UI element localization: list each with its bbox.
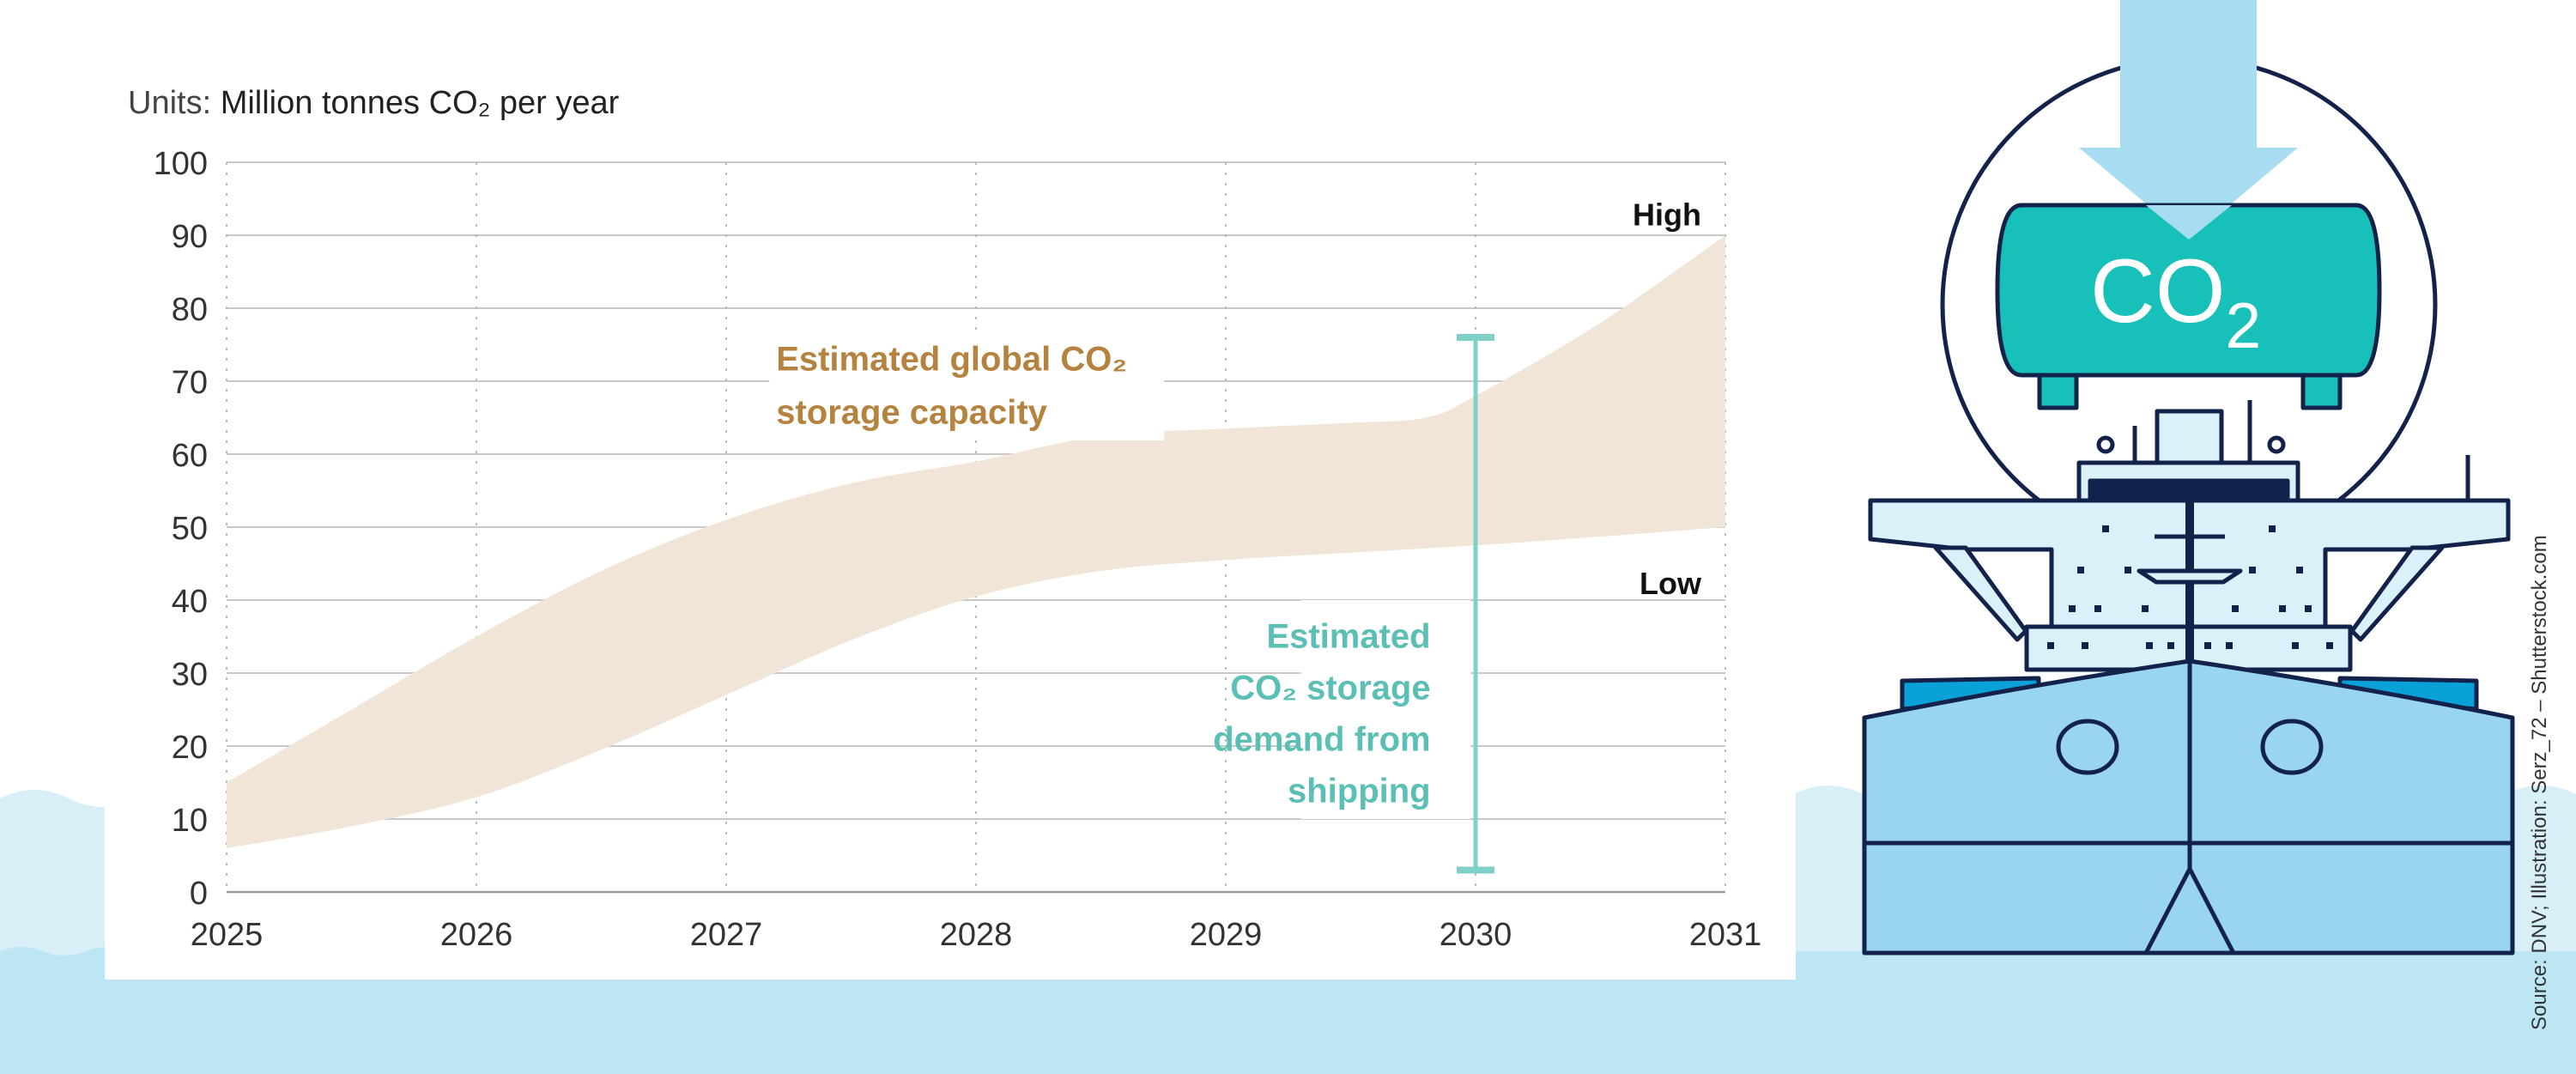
anchor-icon — [2260, 719, 2324, 775]
co2-tank — [1995, 203, 2382, 378]
y-tick-label: 40 — [172, 584, 208, 620]
capacity-label: Estimated global CO₂ — [776, 340, 1127, 378]
y-tick-label: 60 — [172, 438, 208, 474]
demand-label: CO₂ storage — [1230, 669, 1430, 707]
x-tick-label: 2027 — [690, 917, 763, 953]
demand-label: shipping — [1288, 772, 1431, 810]
ship-illustration — [1862, 0, 2515, 956]
lamp-icon — [2267, 435, 2286, 454]
x-tick-label: 2028 — [940, 917, 1013, 953]
y-tick-label: 10 — [172, 803, 208, 839]
units-label: Units: Million tonnes CO₂ per year — [128, 85, 620, 121]
arrow-down-icon — [2079, 0, 2298, 240]
portholes — [2047, 525, 2333, 649]
tank-label: CO2 — [2090, 241, 2261, 361]
x-tick-label: 2030 — [1440, 917, 1512, 953]
x-tick-label: 2031 — [1689, 917, 1762, 953]
y-tick-label: 0 — [190, 876, 208, 912]
tank-foot — [2300, 373, 2343, 410]
low-label: Low — [1640, 566, 1702, 601]
tank-foot — [2037, 373, 2079, 410]
demand-label: demand from — [1213, 720, 1430, 758]
source-credit: Source: DNV; Illustration: Serz_72 – Shu… — [2528, 535, 2551, 1030]
high-label: High — [1633, 197, 1701, 233]
y-tick-label: 90 — [172, 219, 208, 255]
y-tick-label: 30 — [172, 657, 208, 693]
anchor-icon — [2056, 719, 2119, 775]
funnel — [2155, 409, 2224, 465]
x-tick-label: 2025 — [191, 917, 264, 953]
demand-label: Estimated — [1266, 617, 1430, 655]
arrow-tip — [2146, 205, 2232, 240]
y-tick-label: 70 — [172, 365, 208, 401]
label-background — [1300, 600, 1471, 819]
y-tick-label: 80 — [172, 292, 208, 328]
capacity-band — [227, 235, 1725, 848]
y-tick-label: 50 — [172, 511, 208, 547]
x-tick-label: 2029 — [1190, 917, 1263, 953]
capacity-label: storage capacity — [776, 393, 1047, 431]
x-tick-label: 2026 — [440, 917, 513, 953]
y-tick-label: 20 — [172, 730, 208, 766]
lamp-icon — [2096, 435, 2115, 454]
label-background — [769, 337, 1165, 440]
y-tick-label: 100 — [154, 146, 208, 182]
chart: Units: Million tonnes CO₂ per year010203… — [128, 85, 1761, 953]
